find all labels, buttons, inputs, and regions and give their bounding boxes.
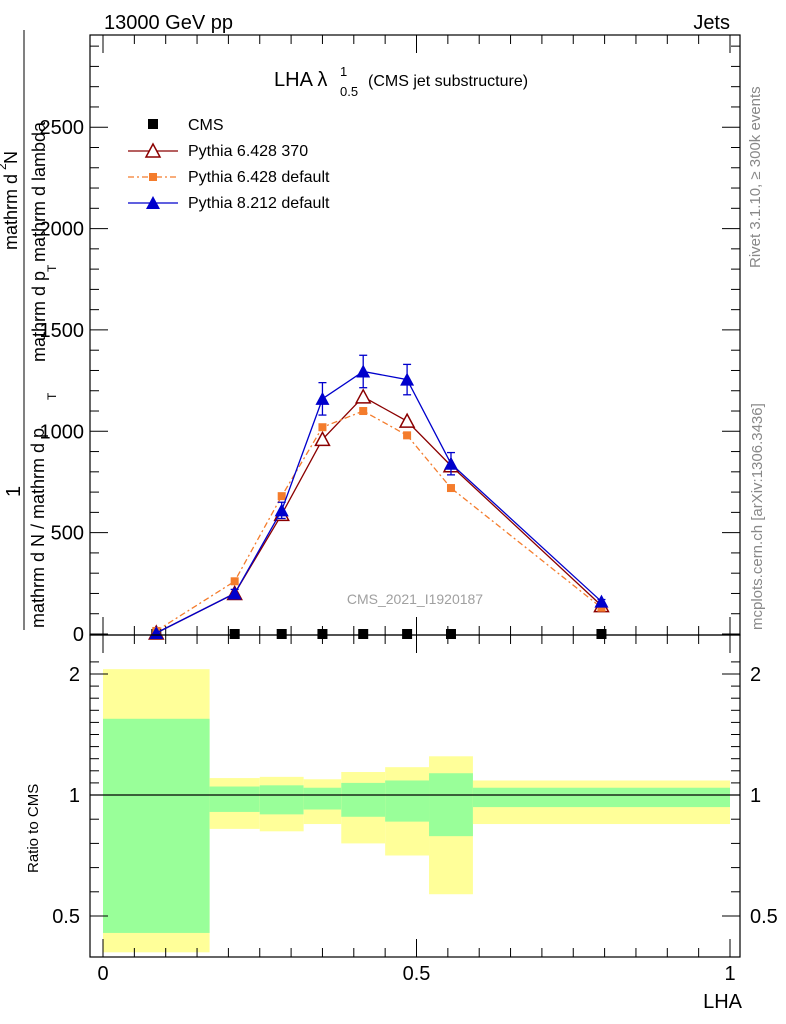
chart-title-main: LHA λ [274, 69, 327, 91]
main-y-tick-labels: 0 500 1000 1500 2000 2500 [40, 117, 85, 646]
ratio-band-inner [303, 787, 342, 810]
main-plot-panel: 0 500 1000 1500 2000 2500 CMS_2021_I1920187 L… [0, 30, 741, 646]
ratio-ytick-label-right: 1 [750, 785, 761, 807]
point-py6-370 [314, 430, 331, 447]
main-ytick-label: 1000 [40, 421, 85, 443]
chart-title-sub: 0.5 [340, 84, 358, 99]
point-cms [317, 629, 328, 639]
ratio-band-inner [472, 787, 730, 808]
main-ytick-label: 500 [51, 523, 84, 545]
ratio-band-inner [429, 773, 473, 837]
point-py8 [274, 503, 289, 517]
point-py8 [356, 364, 371, 378]
ylabel-numerator-2: mathrm d [1, 174, 21, 250]
point-cms [276, 629, 287, 639]
main-ytick-label: 2000 [40, 219, 85, 241]
x-tick-label: 1 [724, 963, 735, 985]
ylabel-denominator-1-sub: T [45, 392, 59, 400]
main-series-group [148, 354, 610, 640]
point-cms [402, 629, 413, 639]
series-line-py6_default [155, 410, 602, 632]
ylabel-numerator-2-sup: 2 [0, 163, 9, 170]
ratio-band-inner [385, 780, 430, 822]
main-y-axis-label: 1 mathrm d N / mathrm d p T mathrm d 2 N… [0, 30, 59, 630]
point-py6-default [318, 423, 327, 432]
point-py8 [443, 456, 458, 470]
ratio-band-inner [259, 785, 304, 815]
legend-marker-cms [148, 119, 158, 129]
point-py8 [594, 594, 609, 608]
site-label: mcplots.cern.ch [arXiv:1306.3436] [749, 403, 766, 630]
series-line-py8 [156, 370, 602, 634]
ratio-y-axis-label: Ratio to CMS [25, 784, 42, 873]
legend-marker-py6-370 [144, 142, 162, 158]
main-ytick-label: 1500 [40, 320, 85, 342]
ylabel-denominator-2-suffix: mathrm d lambda [29, 121, 49, 262]
ratio-y-tick-labels: 0.5 0.5 1 1 2 2 [52, 664, 778, 928]
point-py6-370 [354, 388, 372, 404]
point-py8 [400, 372, 415, 386]
ylabel-denominator-1: mathrm d N / mathrm d p [28, 428, 48, 628]
ratio-band-inner [209, 786, 260, 812]
legend-label-py8: Pythia 8.212 default [188, 195, 330, 212]
legend-marker-py8 [146, 196, 160, 209]
point-cms [445, 629, 456, 639]
ylabel-denominator-2-sub: T [45, 264, 59, 272]
ratio-band-inner [103, 718, 210, 933]
ratio-plot-frame [89, 634, 741, 958]
ratio-axis-ticks [90, 635, 740, 957]
ratio-ytick-label-left: 1 [69, 785, 80, 807]
watermark: CMS_2021_I1920187 [347, 591, 483, 607]
point-py6-default [230, 577, 239, 586]
legend-label-cms: CMS [188, 117, 224, 134]
point-py8 [149, 625, 164, 639]
ratio-band-inner [341, 782, 386, 817]
header-left: 13000 GeV pp [104, 12, 233, 34]
ratio-bands-group [103, 669, 730, 953]
x-axis-label: LHA [703, 991, 743, 1013]
point-py6-default [359, 407, 368, 416]
ratio-plot-panel: 0.5 0.51 12 2 0 0.5 1 Ratio to CMS LHA [25, 634, 778, 1013]
point-cms [358, 629, 369, 639]
chart-title-sup: 1 [340, 64, 347, 79]
point-py6-default [597, 603, 606, 612]
main-ytick-label: 0 [73, 624, 84, 646]
ratio-ytick-label-right: 2 [750, 664, 761, 686]
ratio-ytick-label-right: 0.5 [750, 906, 778, 928]
ratio-ytick-label-left: 0.5 [52, 906, 80, 928]
point-py6-default [446, 484, 455, 493]
legend-marker-py6-default [149, 173, 157, 181]
x-tick-label: 0.5 [403, 963, 431, 985]
point-py6-370 [398, 412, 416, 428]
x-tick-label: 0 [97, 963, 108, 985]
legend-label-py6-default: Pythia 6.428 default [188, 169, 330, 186]
legend: CMS Pythia 6.428 370 Pythia 6.428 defaul… [128, 117, 330, 212]
ratio-ytick-label-left: 2 [69, 664, 80, 686]
ylabel-numerator-1: 1 [3, 486, 25, 497]
ratio-x-tick-labels: 0 0.5 1 [97, 963, 735, 985]
chart-title: LHA λ 1 0.5 (CMS jet substructure) [274, 64, 528, 99]
point-cms [229, 629, 240, 639]
point-py8 [227, 586, 242, 600]
chart-title-suffix: (CMS jet substructure) [368, 73, 528, 90]
header-right: Jets [693, 12, 730, 34]
main-ytick-label: 2500 [40, 117, 85, 139]
rivet-label: Rivet 3.1.10, ≥ 300k events [747, 86, 764, 268]
legend-label-py6-370: Pythia 6.428 370 [188, 143, 308, 160]
point-py6-default [277, 492, 286, 501]
point-py8 [315, 391, 330, 405]
ylabel-numerator-2-suffix: N [1, 151, 21, 164]
point-py6-default [403, 431, 412, 440]
ylabel-denominator-2: mathrm d p [29, 271, 49, 362]
point-cms [596, 629, 607, 639]
